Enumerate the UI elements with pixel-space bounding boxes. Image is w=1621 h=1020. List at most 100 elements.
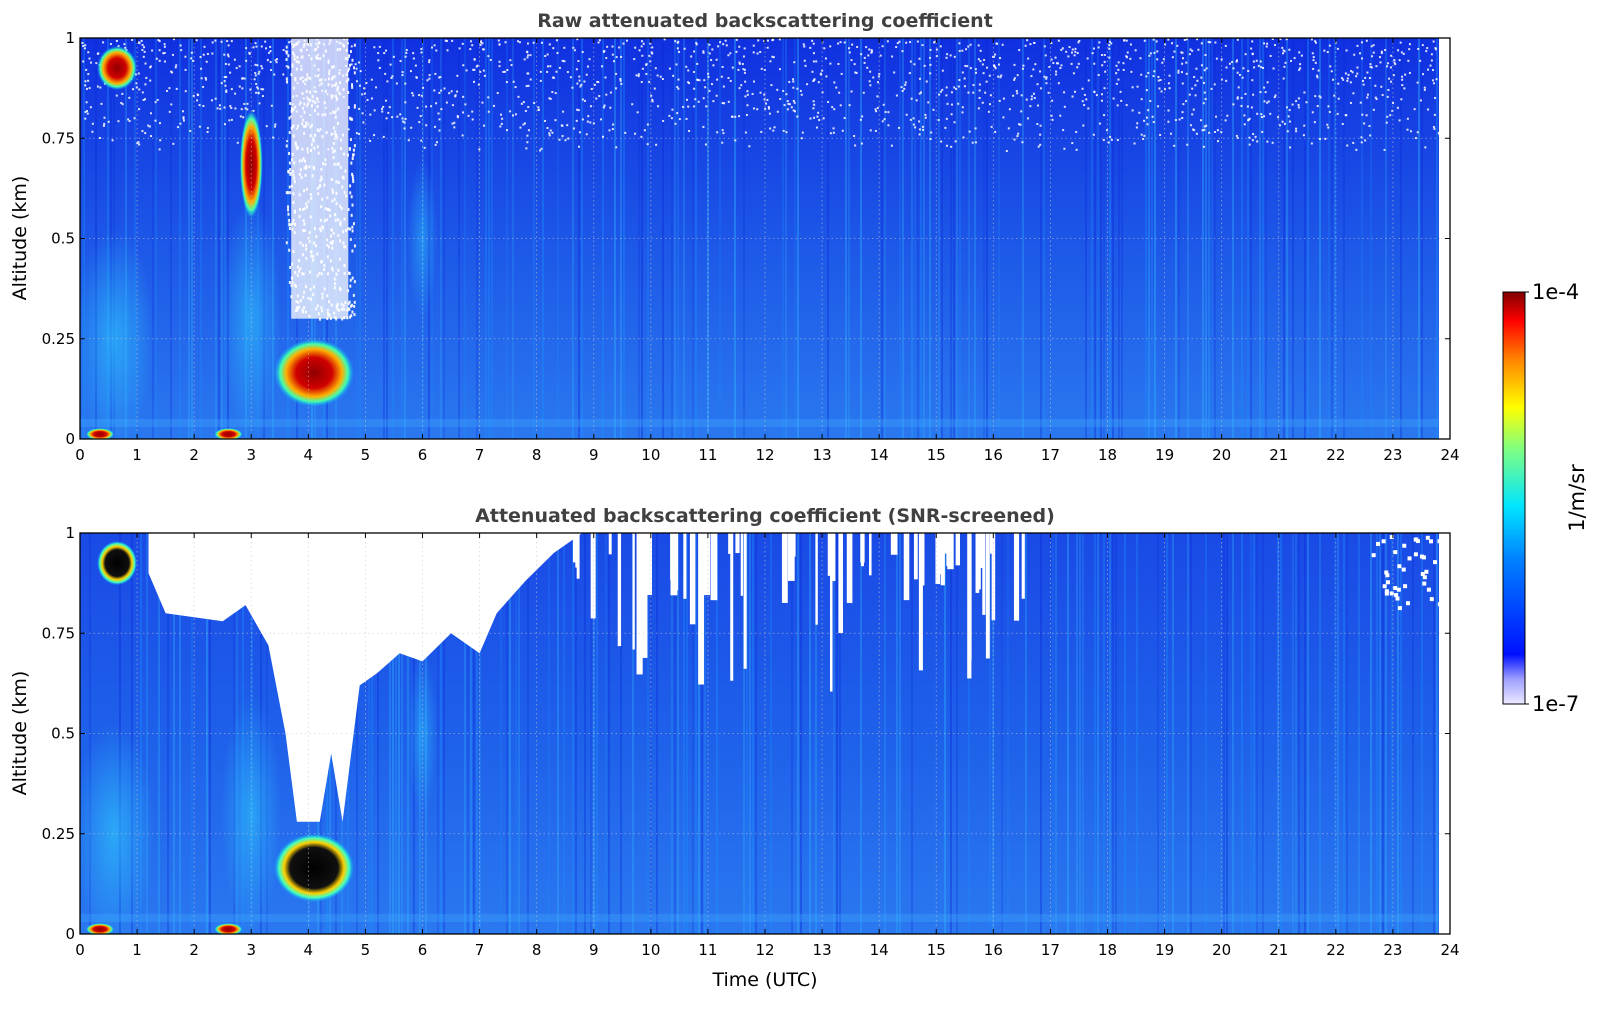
noise-speck — [1037, 145, 1040, 148]
noise-speck — [352, 222, 355, 226]
noise-speck — [418, 121, 421, 124]
noise-speck — [84, 117, 87, 120]
noise-speck — [909, 41, 912, 44]
screened-speck — [1401, 567, 1406, 572]
noise-speck — [929, 56, 932, 59]
noise-speck — [197, 94, 200, 97]
noise-speck — [546, 127, 549, 130]
noise-speck — [412, 57, 415, 60]
noise-speck — [1390, 80, 1393, 83]
noise-speck — [615, 56, 618, 59]
texture-stripe — [464, 38, 466, 439]
noise-speck — [1289, 146, 1292, 149]
noise-speck — [769, 127, 772, 130]
noise-speck — [1146, 123, 1149, 126]
noise-speck — [1122, 68, 1125, 71]
noise-speck — [1171, 42, 1174, 45]
noise-speck — [257, 91, 260, 94]
texture-stripe — [677, 38, 679, 439]
noise-speck — [96, 85, 99, 88]
noise-speck — [407, 139, 410, 142]
noise-speck — [1086, 57, 1089, 60]
noise-speck — [1030, 95, 1033, 98]
noise-speck — [172, 38, 175, 41]
noise-speck — [497, 39, 500, 42]
noise-speck — [558, 66, 561, 69]
noise-speck — [1262, 67, 1265, 70]
noise-speck — [443, 87, 446, 90]
noise-speck — [793, 101, 796, 104]
noise-speck — [363, 87, 366, 90]
texture-stripe — [662, 38, 664, 439]
screened-streak — [735, 533, 740, 554]
noise-speck — [1430, 53, 1433, 56]
noise-speck — [598, 39, 601, 42]
screened-speck — [1393, 586, 1398, 591]
noise-speck — [898, 126, 901, 129]
noise-speck — [722, 43, 725, 46]
texture-stripe — [1094, 38, 1096, 439]
grid-raw — [80, 38, 1450, 439]
noise-speck — [1105, 129, 1108, 132]
texture-stripe — [1292, 533, 1294, 934]
xtick-label-screened: 2 — [189, 941, 199, 959]
noise-speck — [1149, 99, 1152, 102]
noise-speck — [256, 86, 259, 89]
noise-speck — [1312, 67, 1315, 70]
noise-speck — [1342, 78, 1345, 81]
noise-speck — [378, 45, 381, 48]
noise-speck — [876, 106, 879, 109]
texture-stripe — [398, 533, 400, 934]
noise-speck — [1192, 128, 1195, 131]
noise-speck — [1068, 46, 1071, 49]
noise-speck — [877, 75, 880, 78]
noise-speck — [138, 88, 141, 91]
noise-speck — [438, 76, 441, 79]
noise-speck — [1027, 57, 1030, 60]
xtick-label-raw: 11 — [698, 446, 717, 464]
noise-speck — [275, 61, 278, 64]
noise-speck — [650, 94, 653, 97]
noise-speck — [904, 81, 907, 84]
screened-streak — [728, 533, 732, 554]
noise-speck — [672, 74, 675, 77]
noise-speck — [287, 191, 290, 195]
noise-speck — [1039, 124, 1042, 127]
noise-speck — [633, 58, 636, 61]
texture-stripe — [1343, 533, 1345, 934]
noise-speck — [127, 118, 130, 121]
texture-stripe — [1382, 533, 1384, 934]
noise-speck — [204, 76, 207, 79]
noise-speck — [675, 63, 678, 66]
noise-speck — [720, 75, 723, 78]
texture-stripe — [860, 38, 862, 439]
noise-speck — [1413, 108, 1416, 111]
noise-speck — [969, 43, 972, 46]
noise-speck — [1435, 48, 1438, 51]
noise-speck — [1358, 52, 1361, 55]
noise-speck — [702, 51, 705, 54]
noise-speck — [918, 120, 921, 123]
noise-speck — [1100, 93, 1103, 96]
noise-speck — [526, 56, 529, 59]
noise-speck — [85, 101, 88, 104]
texture-stripe — [1379, 533, 1381, 934]
noise-speck — [1200, 76, 1203, 79]
noise-speck — [90, 61, 93, 64]
noise-speck — [745, 113, 748, 116]
noise-speck — [978, 89, 981, 92]
screened-speck — [1382, 584, 1387, 589]
noise-speck — [1299, 67, 1302, 70]
xtick-label-screened: 18 — [1098, 941, 1117, 959]
noise-speck — [157, 39, 160, 42]
noise-speck — [1019, 123, 1022, 126]
noise-speck — [977, 58, 980, 61]
noise-speck — [870, 51, 873, 54]
noise-speck — [1051, 118, 1054, 121]
texture-stripe — [1253, 533, 1255, 934]
noise-speck — [1310, 142, 1313, 145]
noise-speck — [1135, 126, 1138, 129]
noise-speck — [1054, 56, 1057, 59]
noise-speck — [773, 126, 776, 129]
noise-speck — [1071, 51, 1074, 54]
